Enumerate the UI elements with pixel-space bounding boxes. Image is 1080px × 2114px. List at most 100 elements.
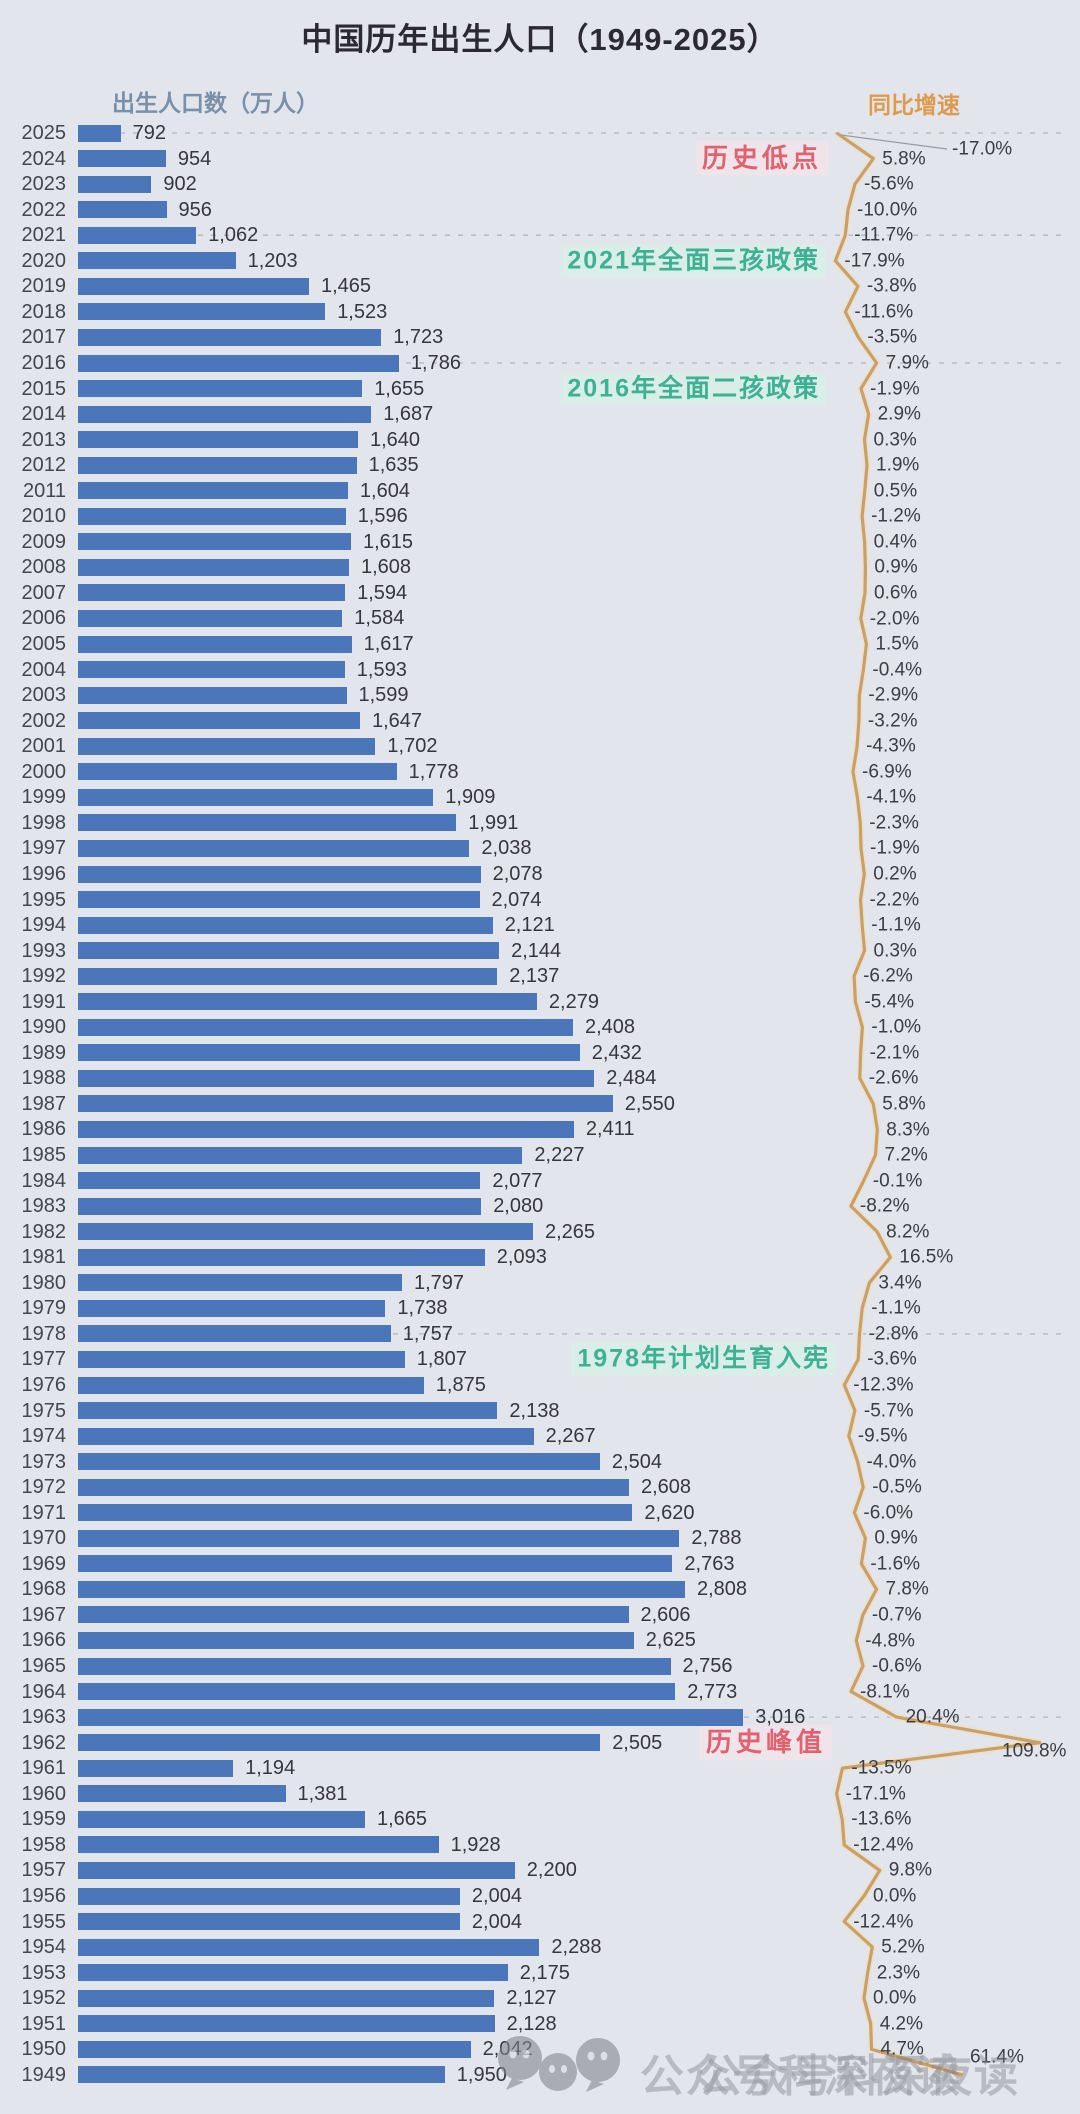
- year-label-1975: 1975: [21, 1399, 67, 1422]
- bar-1979: [78, 1299, 386, 1317]
- year-label-1967: 1967: [21, 1603, 67, 1626]
- year-label-1999: 1999: [21, 786, 67, 809]
- bar-value-1951: 2,128: [506, 2012, 557, 2035]
- year-label-1983: 1983: [21, 1195, 67, 1218]
- growth-label-2016: 7.9%: [885, 352, 929, 374]
- bar-1952: [78, 1989, 495, 2007]
- bar-value-1957: 2,200: [526, 1859, 577, 1882]
- growth-label-1955: -12.4%: [853, 1911, 914, 1932]
- bar-value-2015: 1,655: [374, 377, 425, 400]
- growth-label-1982: 8.2%: [886, 1221, 930, 1243]
- bar-value-1990: 2,408: [585, 1016, 636, 1039]
- bar-2023: [78, 175, 152, 193]
- year-label-1960: 1960: [21, 1782, 67, 1805]
- year-label-1951: 1951: [21, 2012, 67, 2035]
- annotation-2024: 历史低点: [695, 141, 828, 176]
- bar-1989: [78, 1044, 580, 1062]
- bar-1977: [78, 1350, 405, 1368]
- growth-label-1987: 5.8%: [882, 1093, 926, 1115]
- bar-value-1967: 2,606: [640, 1603, 691, 1626]
- growth-label-1979: -1.1%: [871, 1297, 921, 1319]
- growth-label-2006: -2.0%: [869, 608, 920, 629]
- year-label-1965: 1965: [21, 1655, 67, 1677]
- bar-1996: [78, 865, 481, 883]
- bar-value-2017: 1,723: [393, 326, 444, 349]
- bar-2011: [78, 482, 348, 500]
- bar-1974: [78, 1427, 534, 1445]
- bar-1981: [78, 1248, 485, 1266]
- bar-1958: [78, 1836, 439, 1854]
- bar-value-1956: 2,004: [471, 1884, 522, 1907]
- bar-2020: [78, 252, 236, 270]
- year-label-1958: 1958: [21, 1833, 67, 1856]
- bar-value-1975: 2,138: [509, 1399, 560, 1422]
- year-label-1949: 1949: [21, 2063, 67, 2086]
- bar-value-1989: 2,432: [591, 1041, 642, 1064]
- year-label-1954: 1954: [21, 1936, 67, 1959]
- bar-value-1965: 2,756: [682, 1655, 733, 1677]
- growth-label-1968: 7.8%: [885, 1578, 929, 1600]
- year-label-2009: 2009: [21, 530, 67, 553]
- growth-label-1991: -5.4%: [864, 991, 915, 1013]
- bar-value-1961: 1,194: [245, 1757, 296, 1780]
- bar-value-2022: 956: [178, 198, 212, 221]
- bar-1976: [78, 1376, 424, 1394]
- bar-2008: [78, 558, 349, 576]
- growth-label-2011: 0.5%: [873, 480, 918, 502]
- year-label-1989: 1989: [21, 1041, 67, 1064]
- growth-label-2017: -3.5%: [867, 326, 918, 348]
- growth-label-1983: -8.2%: [859, 1195, 910, 1217]
- bar-2022: [78, 201, 167, 219]
- year-label-1976: 1976: [21, 1373, 67, 1396]
- year-label-1974: 1974: [21, 1425, 67, 1448]
- year-label-1968: 1968: [21, 1578, 67, 1601]
- growth-label-1951: 4.2%: [879, 2013, 923, 2035]
- bar-2012: [78, 456, 357, 474]
- bar-value-2009: 1,615: [363, 530, 414, 553]
- bar-value-1995: 2,074: [491, 888, 542, 911]
- year-label-1984: 1984: [21, 1169, 67, 1192]
- growth-label-1952: 0.0%: [873, 1987, 917, 2009]
- growth-label-1989: -2.1%: [869, 1042, 920, 1064]
- bar-value-2014: 1,687: [383, 403, 434, 426]
- year-label-2000: 2000: [21, 760, 67, 783]
- bar-1983: [78, 1197, 482, 1215]
- bar-1980: [78, 1274, 402, 1292]
- bar-1956: [78, 1887, 460, 1905]
- bar-value-1982: 2,265: [545, 1220, 596, 1243]
- growth-label-1971: -6.0%: [863, 1502, 914, 1524]
- bar-2002: [78, 712, 360, 730]
- bar-value-1962: 2,505: [612, 1731, 663, 1754]
- bar-1966: [78, 1632, 634, 1649]
- year-label-1970: 1970: [21, 1527, 67, 1550]
- growth-label-1965: -0.6%: [872, 1655, 922, 1677]
- bar-1997: [78, 839, 470, 857]
- year-label-1992: 1992: [21, 965, 67, 988]
- year-label-2015: 2015: [21, 377, 67, 400]
- bar-2014: [78, 405, 372, 423]
- bar-value-1997: 2,038: [481, 837, 532, 860]
- growth-label-1981: 16.5%: [899, 1246, 954, 1268]
- wechat-icon: [498, 2036, 620, 2092]
- bar-value-1981: 2,093: [496, 1246, 547, 1269]
- year-label-1957: 1957: [21, 1859, 67, 1882]
- bar-value-2012: 1,635: [368, 454, 419, 477]
- bar-value-1992: 2,137: [509, 965, 560, 988]
- bar-2024: [78, 150, 166, 168]
- bar-1951: [78, 2015, 495, 2033]
- growth-label-1958: -12.4%: [853, 1834, 914, 1856]
- growth-label-2015: -1.9%: [870, 378, 920, 399]
- year-label-1993: 1993: [21, 939, 67, 962]
- bar-value-1972: 2,608: [641, 1476, 692, 1499]
- year-label-1977: 1977: [21, 1348, 67, 1371]
- bar-1950: [78, 2040, 471, 2058]
- bar-value-1978: 1,757: [402, 1322, 453, 1345]
- bar-1967: [78, 1606, 629, 1624]
- year-label-2002: 2002: [21, 709, 67, 732]
- bar-2017: [78, 328, 382, 346]
- growth-label-1966: -4.8%: [865, 1630, 915, 1651]
- bar-1986: [78, 1121, 574, 1138]
- year-label-1973: 1973: [21, 1450, 67, 1473]
- bar-1988: [78, 1069, 595, 1087]
